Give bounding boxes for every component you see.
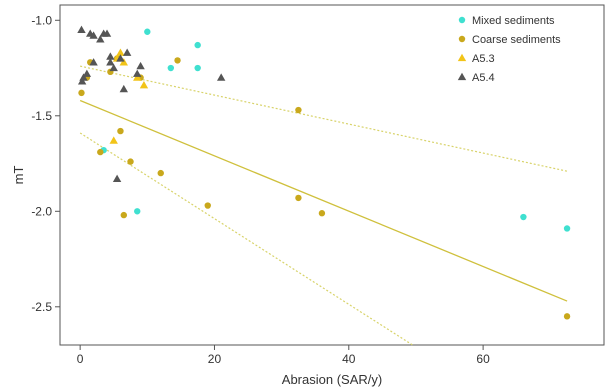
data-point bbox=[109, 63, 118, 72]
data-point bbox=[106, 58, 115, 66]
data-point bbox=[106, 52, 115, 60]
data-point bbox=[520, 213, 527, 221]
data-point bbox=[563, 313, 571, 320]
y-tick-label: -2.5 bbox=[31, 300, 52, 314]
x-tick-label: 40 bbox=[342, 352, 356, 366]
data-point bbox=[89, 58, 98, 66]
data-point bbox=[89, 31, 98, 39]
data-point bbox=[194, 64, 201, 72]
data-point bbox=[134, 208, 141, 215]
data-point bbox=[119, 58, 129, 66]
legend-label: Coarse sediments bbox=[472, 34, 561, 46]
data-point bbox=[116, 48, 125, 56]
legend-label: A5.3 bbox=[472, 53, 495, 65]
y-axis-title: mT bbox=[11, 166, 26, 185]
x-tick-label: 0 bbox=[77, 352, 84, 366]
data-point bbox=[122, 48, 132, 56]
x-axis-title: Abrasion (SAR/y) bbox=[282, 372, 382, 387]
legend-marker bbox=[458, 16, 466, 24]
data-point bbox=[318, 210, 326, 217]
y-tick-label: -2.0 bbox=[31, 204, 52, 218]
data-point bbox=[139, 81, 149, 89]
data-point bbox=[194, 41, 201, 49]
data-point bbox=[136, 61, 145, 70]
legend-label: A5.4 bbox=[472, 72, 495, 84]
data-point bbox=[133, 73, 142, 81]
legend-marker bbox=[458, 35, 466, 43]
data-point bbox=[127, 158, 134, 165]
data-point bbox=[119, 84, 129, 93]
data-point bbox=[96, 35, 105, 43]
data-point bbox=[157, 169, 164, 177]
data-point bbox=[102, 29, 112, 37]
data-point bbox=[112, 174, 122, 182]
y-tick-label: -1.0 bbox=[31, 13, 52, 27]
x-tick-label: 20 bbox=[208, 352, 222, 366]
trend-line bbox=[79, 132, 413, 346]
data-point bbox=[204, 202, 211, 209]
data-point bbox=[78, 89, 85, 97]
data-point bbox=[563, 225, 571, 232]
trend-lines bbox=[79, 65, 568, 346]
trend-line bbox=[79, 99, 568, 302]
data-point bbox=[116, 54, 125, 62]
data-point bbox=[77, 25, 86, 33]
data-point bbox=[97, 148, 104, 156]
data-point bbox=[144, 28, 151, 35]
y-tick-label: -1.5 bbox=[31, 109, 52, 123]
data-point bbox=[77, 77, 87, 85]
data-point bbox=[117, 127, 124, 135]
data-point bbox=[82, 69, 92, 77]
y-axis: -1.0 -1.5 -2.0 -2.5 bbox=[31, 13, 60, 314]
plot-frame bbox=[59, 4, 605, 346]
data-point bbox=[120, 211, 128, 219]
legend-marker bbox=[457, 72, 467, 81]
trend-line bbox=[80, 65, 568, 172]
legend-label: Mixed sediments bbox=[472, 15, 555, 27]
data-point bbox=[133, 69, 142, 77]
data-point bbox=[109, 136, 118, 144]
data-point bbox=[216, 73, 226, 81]
data-point bbox=[167, 64, 175, 72]
legend-marker bbox=[457, 53, 467, 62]
x-axis: 0 20 40 60 bbox=[77, 345, 490, 366]
x-tick-label: 60 bbox=[476, 352, 490, 366]
data-point bbox=[295, 194, 302, 202]
data-point bbox=[174, 57, 181, 64]
legend: Mixed sediments Coarse sediments A5.3 A5.4 bbox=[457, 15, 561, 84]
data-points bbox=[77, 25, 571, 320]
data-point bbox=[295, 106, 302, 114]
